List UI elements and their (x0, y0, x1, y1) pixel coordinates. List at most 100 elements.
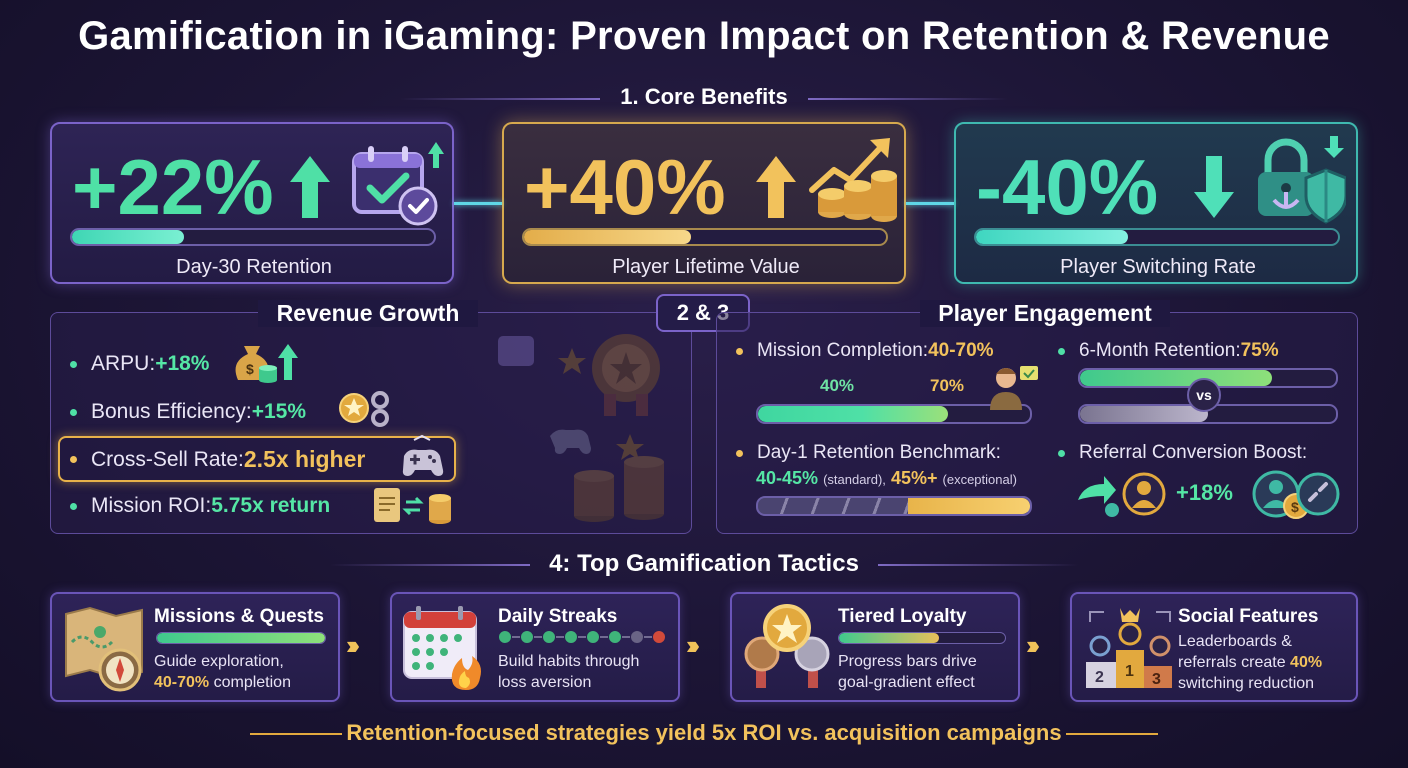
metric-label: Day-30 Retention (176, 256, 332, 278)
six-month-label: 6-Month Retention: (1079, 340, 1241, 361)
day1-exceptional-note: (exceptional) (942, 472, 1017, 487)
day1-benchmarks: 40-45% (standard), 45%+ (exceptional) (756, 468, 1017, 489)
metric-card-switching-rate: -40% Player Switching Rate (954, 122, 1358, 284)
bullet-dot (70, 360, 77, 368)
money-bag-icon: $ (235, 344, 298, 383)
tactic-desc-line3: switching reduction (1178, 674, 1315, 692)
item-label: Bonus Efficiency: (91, 400, 252, 423)
mission-label: Mission Completion: (757, 340, 929, 361)
divider (400, 98, 600, 100)
highlight-box (58, 436, 456, 482)
tactic-desc-highlight: 40% (1290, 653, 1323, 671)
item-label: Mission ROI: (91, 494, 212, 517)
up-arrow-icon (756, 156, 796, 218)
item-label: Cross-Sell Rate: (91, 447, 244, 471)
chevron-right-icon: ››› (346, 630, 360, 660)
down-arrow-icon (1194, 156, 1234, 218)
tactic-title: Missions & Quests (154, 606, 324, 627)
decorative-rewards-icon (498, 334, 664, 522)
progress-bar (70, 228, 436, 246)
coins-growth-icon (809, 138, 897, 222)
svg-text:$: $ (246, 361, 254, 377)
day1-retention-row: Day-1 Retention Benchmark: (736, 442, 1001, 464)
bullet-dot (1058, 347, 1065, 355)
referral-share-icon (1078, 472, 1166, 517)
tactic-progress-fill (839, 633, 939, 643)
tactic-progress-bar (838, 632, 1006, 644)
tactic-progress-fill (157, 633, 325, 643)
gear-badge-icon (339, 391, 389, 427)
mission-completion-row: Mission Completion: 40-70% (736, 340, 994, 362)
calendar-check-icon (352, 142, 444, 226)
section-heading-tactics: 4: Top Gamification Tactics (549, 550, 859, 577)
revenue-growth-heading: Revenue Growth (258, 300, 478, 327)
bullet-dot (70, 408, 77, 416)
day1-standard-value: 40-45% (756, 468, 819, 488)
metric-label: Player Lifetime Value (612, 256, 800, 278)
svg-text:2: 2 (1095, 669, 1104, 686)
up-arrow-icon (290, 156, 330, 218)
tactic-description: Build habits through loss aversion (498, 652, 639, 694)
vs-badge: vs (1187, 378, 1221, 412)
day1-exceptional-value: 45%+ (890, 468, 938, 488)
metric-card-retention: +22% Day-30 Retention (50, 122, 454, 284)
tactic-card-missions[interactable]: Missions & Quests Guide exploration, 40-… (50, 592, 340, 702)
footer-divider (1066, 733, 1158, 735)
divider (330, 564, 530, 566)
day1-exceptional-fill (907, 498, 1030, 514)
revenue-item-cross-sell: Cross-Sell Rate: 2.5x higher (70, 446, 365, 473)
tactic-description: Progress bars drive goal-gradient effect (838, 652, 977, 694)
tactic-desc-line2: referrals create 40% (1178, 653, 1322, 674)
svg-text:3: 3 (1152, 671, 1161, 688)
mission-fill (758, 406, 949, 422)
item-label: ARPU: (91, 352, 156, 375)
tactic-card-social-features[interactable]: 1 2 3 Social Features Leaderboards & ref… (1070, 592, 1358, 702)
footer-divider (250, 733, 342, 735)
item-value: 5.75x return (211, 494, 331, 517)
day1-benchmark-bar (756, 496, 1032, 516)
six-month-value: 75% (1240, 340, 1279, 361)
tactic-desc-line1: Leaderboards & (1178, 633, 1292, 650)
mission-tick-40: 40% (820, 376, 855, 395)
tactic-desc-highlight: 40-70% (154, 673, 210, 691)
tactic-desc-line1: Progress bars drive (838, 653, 977, 670)
chevron-right-icon: ››› (1026, 630, 1040, 660)
progress-bar (974, 228, 1340, 246)
metric-value: -40% (976, 143, 1159, 231)
mission-tick-70: 70% (930, 376, 965, 395)
progress-fill (72, 230, 185, 244)
tactic-desc-line2: goal-gradient effect (838, 673, 975, 691)
tactic-card-tiered-loyalty[interactable]: Tiered Loyalty Progress bars drive goal-… (730, 592, 1020, 702)
tactic-description: Leaderboards & referrals create 40% swit… (1178, 632, 1322, 694)
section-heading-core-benefits: 1. Core Benefits (620, 84, 788, 109)
revenue-item-arpu: ARPU: +18% (70, 352, 209, 376)
metric-value: +22% (72, 143, 274, 231)
leaderboard-podium-icon: 1 2 3 (1086, 608, 1172, 688)
person-flag-icon (990, 366, 1038, 410)
item-value: 2.5x higher (243, 446, 366, 472)
metric-card-lifetime-value: +40% Player Lifetime Value (502, 122, 906, 284)
item-value: +18% (155, 352, 210, 375)
tactic-desc-line1: Build habits through (498, 653, 640, 670)
bullet-dot (736, 347, 743, 355)
bullet-dot (70, 456, 77, 463)
streak-checks-icon (499, 631, 665, 643)
svg-text:1: 1 (1125, 663, 1134, 680)
tactic-card-daily-streaks[interactable]: Daily Streaks Build habits through loss … (390, 592, 680, 702)
tactic-desc-part: referrals create (1178, 653, 1291, 671)
divider (878, 564, 1078, 566)
six-month-retention-row: 6-Month Retention: 75% (1058, 340, 1279, 362)
bullet-dot (1058, 449, 1065, 457)
player-engagement-heading: Player Engagement (920, 300, 1170, 327)
metric-value: +40% (524, 143, 726, 231)
revenue-item-bonus: Bonus Efficiency: +15% (70, 400, 306, 424)
gamepad-icon (402, 434, 444, 476)
tactic-title: Social Features (1178, 606, 1319, 627)
divider (808, 98, 1008, 100)
connector-line (454, 202, 502, 205)
tactic-desc-line1: Guide exploration, (154, 653, 284, 670)
chevron-right-icon: ››› (686, 630, 700, 660)
tactic-title: Tiered Loyalty (838, 606, 967, 627)
lock-anchor-shield-icon (1258, 136, 1346, 224)
bullet-dot (70, 502, 77, 510)
